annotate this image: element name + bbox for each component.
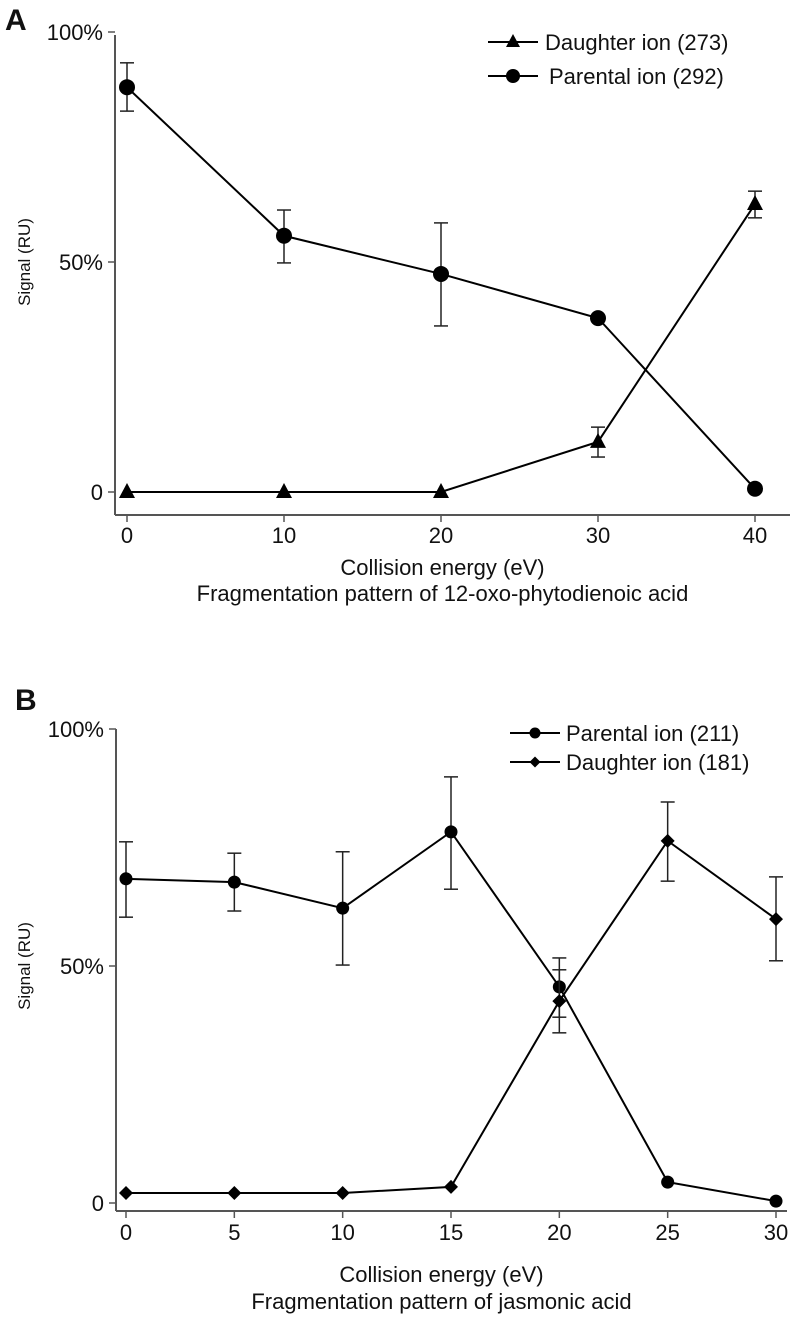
circle-marker <box>227 875 241 889</box>
triangle-marker <box>590 432 606 448</box>
triangle-marker <box>506 34 520 47</box>
y-tick-label: 0 <box>92 1191 104 1216</box>
diamond-marker <box>552 994 567 1009</box>
legend-item: Daughter ion (273) <box>488 30 728 55</box>
diamond-marker <box>227 1186 242 1201</box>
y-axis-label: Signal (RU) <box>15 218 34 306</box>
series-diamond <box>119 801 783 1201</box>
diamond-marker <box>444 1179 458 1194</box>
y-tick-label: 100% <box>47 20 103 45</box>
chart-title: Fragmentation pattern of 12-oxo-phytodie… <box>197 581 689 606</box>
circle-marker <box>276 227 292 244</box>
triangle-marker <box>433 483 449 498</box>
chart-panel-b: B 0 50% 100% 0 5 10 15 20 25 30 Signal (RU) Collisio… <box>15 684 788 1314</box>
x-tick-label: 0 <box>121 523 133 548</box>
circle-marker <box>529 727 541 739</box>
diamond-marker <box>529 756 541 768</box>
diamond-marker <box>119 1186 133 1201</box>
y-tick-label: 0 <box>91 480 103 505</box>
y-tick-label: 50% <box>59 250 103 275</box>
legend: Daughter ion (273) Parental ion (292) <box>488 30 728 89</box>
x-tick-label: 15 <box>439 1220 463 1245</box>
legend-item: Daughter ion (181) <box>510 750 749 775</box>
x-tick-label: 30 <box>586 523 610 548</box>
y-tick-label: 100% <box>48 717 104 742</box>
series-circle <box>119 776 783 1208</box>
circle-marker <box>119 79 135 96</box>
x-tick-label: 20 <box>547 1220 571 1245</box>
legend-label: Parental ion (211) <box>566 721 739 746</box>
x-axis-label: Collision energy (eV) <box>339 1262 543 1287</box>
legend-label: Parental ion (292) <box>549 64 724 89</box>
triangle-marker <box>119 483 135 498</box>
triangle-marker <box>276 483 292 498</box>
x-tick-label: 10 <box>330 1220 354 1245</box>
x-tick-label: 20 <box>429 523 453 548</box>
circle-marker <box>590 310 606 327</box>
y-axis-label: Signal (RU) <box>15 922 34 1010</box>
chart-title: Fragmentation pattern of jasmonic acid <box>251 1289 631 1314</box>
x-tick-label: 40 <box>743 523 767 548</box>
circle-marker <box>433 265 449 282</box>
legend-item: Parental ion (211) <box>510 721 739 746</box>
series-triangle <box>119 190 763 498</box>
x-tick-label: 30 <box>764 1220 788 1245</box>
circle-marker <box>336 901 350 915</box>
circle-marker <box>506 69 520 83</box>
x-tick-label: 0 <box>120 1220 132 1245</box>
circle-marker <box>661 1175 675 1189</box>
legend-label: Daughter ion (273) <box>545 30 728 55</box>
legend: Parental ion (211) Daughter ion (181) <box>510 721 749 775</box>
x-axis-label: Collision energy (eV) <box>340 555 544 580</box>
panel-label: B <box>15 684 37 717</box>
circle-marker <box>119 872 133 886</box>
panel-label: A <box>5 4 27 37</box>
x-tick-label: 5 <box>228 1220 240 1245</box>
legend-label: Daughter ion (181) <box>566 750 749 775</box>
x-tick-label: 25 <box>655 1220 679 1245</box>
chart-panel-a: A 0 50% 100% 0 10 20 30 40 Signal (RU) Collision e… <box>5 4 790 606</box>
diamond-marker <box>335 1186 350 1201</box>
triangle-marker <box>747 195 763 211</box>
diamond-marker <box>769 912 783 927</box>
circle-marker <box>769 1194 783 1208</box>
series-circle <box>119 62 763 497</box>
y-tick-label: 50% <box>60 954 104 979</box>
diamond-marker <box>660 833 675 848</box>
legend-item: Parental ion (292) <box>488 64 724 89</box>
series-line <box>126 839 777 1195</box>
circle-marker <box>747 480 763 497</box>
circle-marker <box>444 825 458 839</box>
x-tick-label: 10 <box>272 523 296 548</box>
